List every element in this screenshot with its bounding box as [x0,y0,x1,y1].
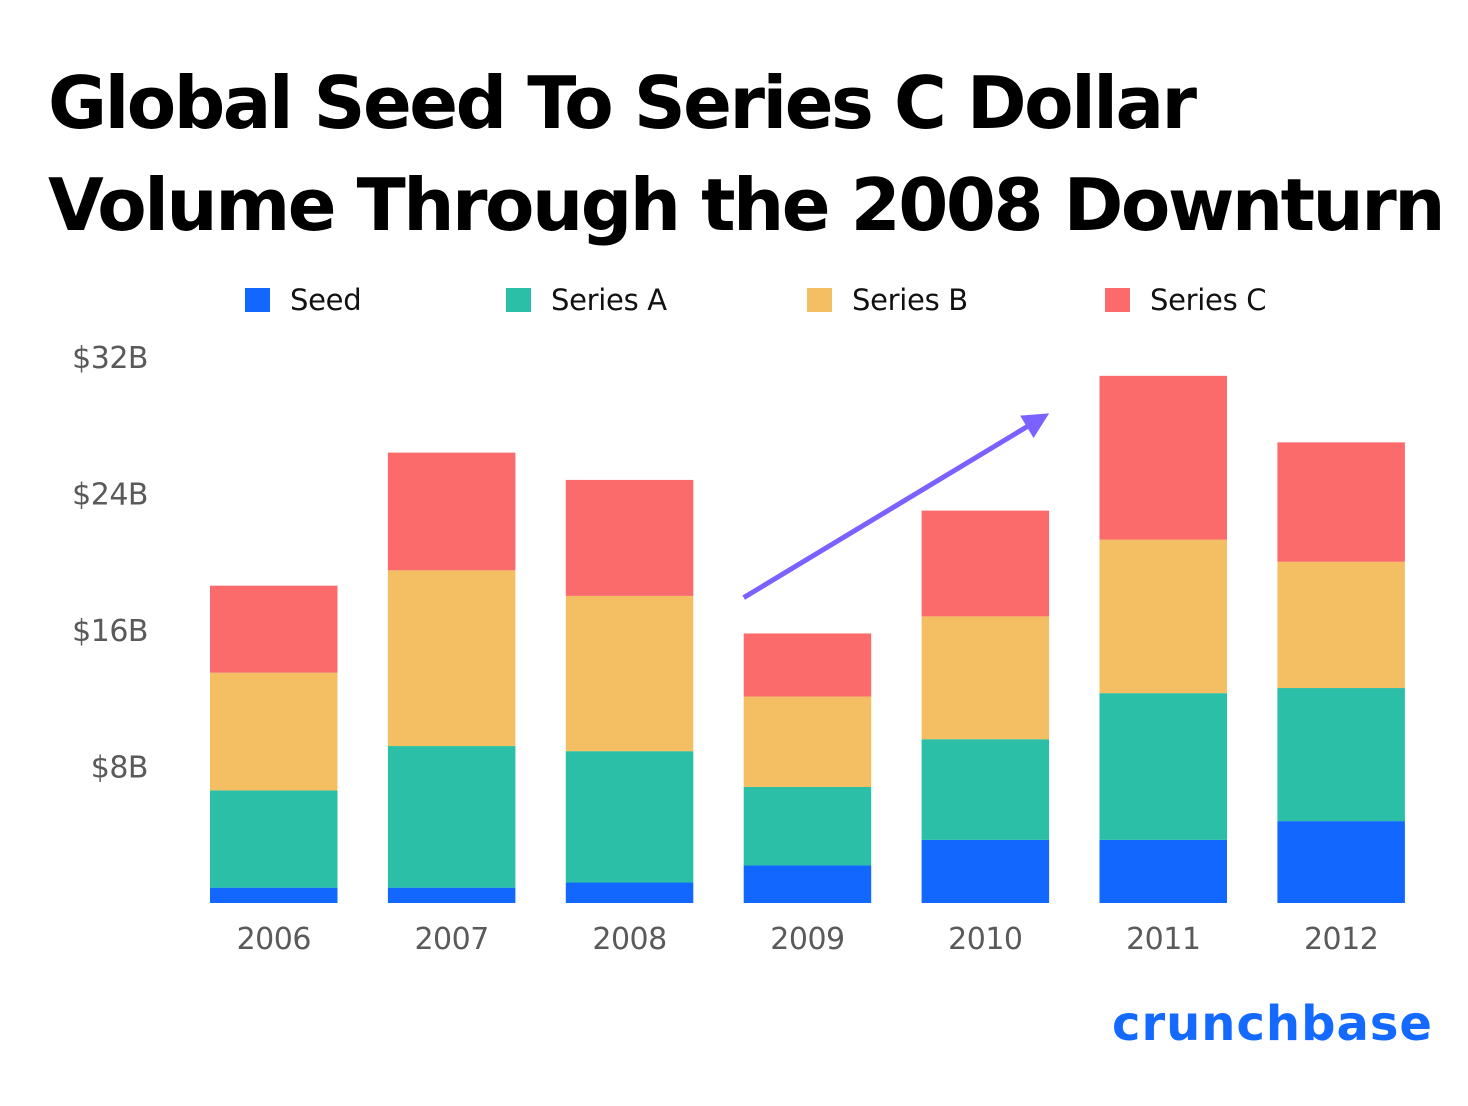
x-tick-label: 2009 [770,922,844,957]
legend-item-series-a: Series A [506,282,667,318]
bar-segment-series-b-2007 [387,570,516,747]
x-tick-label: 2008 [592,922,666,957]
bar-stack-2012 [1277,442,1405,903]
bar-segment-series-a-2011 [1099,693,1227,840]
bar-segment-seed-2009 [743,865,872,903]
bar-segment-series-a-2006 [210,790,338,888]
trend-arrow-head-icon [1020,413,1050,438]
bar-stack-2007 [387,452,516,903]
bar-segment-seed-2008 [565,882,694,903]
chart-title-line-1: Global Seed To Series C Dollar [48,61,1197,145]
y-axis: $8B $16B $24B $32B [72,341,148,785]
bar-segment-series-a-2010 [921,739,1050,840]
legend-item-series-c: Series C [1105,282,1267,318]
legend-swatch-series-b [807,288,832,312]
bar-segment-series-c-2006 [210,585,338,673]
legend-label-series-b: Series B [852,283,968,317]
legend-label-seed: Seed [290,283,362,317]
x-tick-label: 2012 [1304,922,1378,957]
bar-segment-series-b-2006 [210,672,338,791]
x-axis: 2006 2007 2008 2009 2010 2011 2012 [237,922,1379,957]
y-tick-label: $8B [91,751,148,786]
x-tick-label: 2006 [237,922,311,957]
bar-stack-2011 [1099,375,1227,903]
legend-item-seed: Seed [245,282,362,318]
bar-segment-series-b-2008 [565,595,694,752]
x-tick-label: 2010 [948,922,1022,957]
bar-segment-series-c-2009 [743,633,872,697]
legend-swatch-series-a [506,288,531,312]
y-tick-label: $16B [72,614,148,649]
chart-legend: Seed Series A Series B Series C [0,282,1468,318]
bar-segment-series-c-2010 [921,510,1050,617]
bar-segment-seed-2012 [1277,821,1405,903]
bar-segment-series-c-2007 [387,452,516,571]
bar-segment-series-a-2008 [565,751,694,883]
bar-segment-series-b-2011 [1099,539,1227,694]
bar-segment-series-c-2012 [1277,442,1405,562]
y-tick-label: $32B [72,341,148,376]
bar-stack-2008 [565,479,694,903]
chart-title: Global Seed To Series C Dollar Volume Th… [48,52,1446,256]
legend-label-series-c: Series C [1150,283,1267,317]
bar-segment-series-c-2008 [565,479,694,596]
y-tick-label: $24B [72,478,148,513]
bar-segment-series-b-2010 [921,616,1050,740]
bar-stack-2009 [743,633,872,903]
x-tick-label: 2011 [1126,922,1200,957]
bar-segment-seed-2010 [921,839,1050,903]
bar-segment-seed-2006 [210,887,338,903]
legend-item-series-b: Series B [807,282,968,318]
trend-arrow-line [742,418,1039,600]
legend-label-series-a: Series A [551,283,667,317]
chart-title-line-2: Volume Through the 2008 Downturn [48,163,1446,247]
x-tick-label: 2007 [414,922,488,957]
bar-segment-seed-2007 [387,887,516,903]
annotations [742,413,1050,600]
legend-swatch-seed [245,288,270,312]
bar-segment-series-a-2009 [743,786,872,866]
legend-swatch-series-c [1105,288,1130,312]
crunchbase-logo: crunchbase [1112,996,1433,1052]
bar-stack-2010 [921,510,1050,903]
bar-stack-2006 [210,585,338,903]
bar-segment-series-a-2012 [1277,688,1405,822]
bar-segment-series-c-2011 [1099,375,1227,540]
bar-segment-series-b-2009 [743,696,872,787]
bar-segment-seed-2011 [1099,839,1227,903]
bars [210,375,1405,903]
bar-segment-series-a-2007 [387,746,516,888]
bar-segment-series-b-2012 [1277,561,1405,689]
